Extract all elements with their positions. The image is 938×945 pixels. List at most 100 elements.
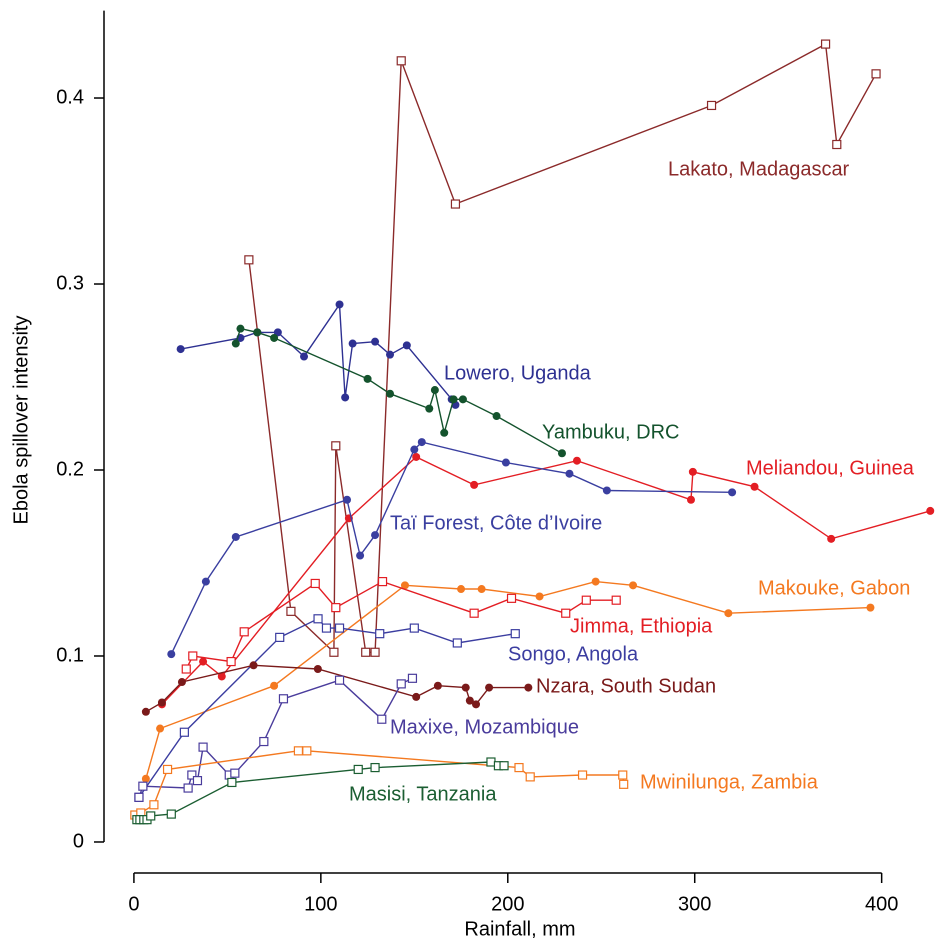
point: [820, 39, 831, 49]
point: [149, 800, 159, 810]
point: [353, 764, 363, 775]
point: [535, 592, 544, 601]
point: [450, 199, 461, 209]
x-tick-label: 300: [678, 893, 711, 915]
point: [341, 393, 350, 402]
point: [469, 608, 479, 618]
point: [334, 623, 345, 633]
point: [348, 339, 357, 348]
point: [402, 341, 411, 350]
point: [457, 585, 466, 594]
point: [286, 606, 296, 616]
point: [412, 452, 421, 461]
x-tick-label: 400: [865, 893, 898, 915]
point: [377, 714, 387, 724]
point: [361, 647, 371, 657]
point: [629, 581, 638, 590]
point: [400, 581, 409, 590]
point: [370, 647, 380, 657]
point: [335, 300, 344, 309]
point: [827, 534, 836, 543]
point: [343, 495, 352, 504]
point: [188, 651, 198, 661]
point: [561, 608, 571, 618]
y-tick-label: 0.1: [56, 644, 84, 666]
point: [146, 811, 156, 821]
point: [183, 783, 193, 793]
point: [409, 623, 419, 633]
series-label: Meliandou, Guinea: [746, 457, 915, 479]
point: [217, 672, 226, 681]
series-line: [170, 441, 733, 655]
point: [177, 678, 186, 687]
point: [199, 657, 208, 666]
point: [477, 585, 486, 594]
point: [525, 772, 535, 782]
point: [461, 683, 470, 692]
point: [371, 531, 380, 540]
x-tick-label: 0: [128, 893, 139, 915]
point: [591, 577, 600, 586]
x-axis-label: Rainfall, mm: [464, 918, 575, 940]
point: [501, 458, 510, 467]
point: [230, 768, 240, 778]
point: [396, 679, 406, 689]
point: [706, 100, 717, 111]
point: [572, 456, 581, 465]
series-label: Masisi, Tanzania: [349, 783, 497, 805]
point: [167, 650, 176, 659]
point: [619, 779, 629, 789]
point: [179, 727, 189, 737]
point: [300, 352, 309, 361]
series-label: Taï Forest, Côte d’Ivoire: [390, 512, 602, 534]
point: [386, 389, 395, 398]
point: [407, 673, 418, 683]
point: [134, 792, 144, 802]
point: [492, 412, 501, 421]
point: [565, 469, 574, 478]
point: [470, 480, 479, 489]
point: [686, 495, 695, 504]
point: [371, 337, 380, 346]
point: [321, 623, 332, 633]
y-tick-label: 0.2: [56, 458, 84, 480]
series-line: [145, 664, 529, 713]
point: [524, 683, 533, 692]
point: [750, 482, 759, 491]
point: [430, 386, 439, 395]
point: [486, 757, 496, 767]
point: [156, 724, 165, 733]
point: [618, 770, 628, 780]
point: [244, 255, 254, 265]
point: [313, 665, 322, 674]
point: [452, 638, 462, 648]
point: [331, 441, 341, 451]
point: [514, 762, 524, 773]
point: [270, 681, 279, 690]
y-tick-label: 0.3: [56, 272, 84, 294]
point: [192, 776, 203, 786]
point: [331, 603, 341, 613]
point: [363, 374, 372, 383]
point: [187, 770, 197, 780]
series-line: [180, 302, 456, 406]
point: [249, 661, 258, 670]
point: [433, 681, 442, 690]
point: [485, 683, 494, 692]
point: [377, 576, 388, 587]
point: [310, 578, 320, 589]
point: [141, 707, 150, 716]
y-tick-label: 0.4: [56, 86, 84, 108]
series-label: Jimma, Ethiopia: [570, 615, 713, 637]
point: [162, 764, 173, 775]
point: [510, 629, 520, 639]
point: [236, 324, 245, 333]
point: [926, 506, 935, 515]
point: [231, 339, 240, 348]
point: [231, 532, 240, 541]
point: [293, 746, 304, 756]
point: [412, 692, 421, 701]
point: [375, 629, 385, 639]
point: [440, 428, 449, 437]
x-tick-label: 200: [491, 893, 524, 915]
